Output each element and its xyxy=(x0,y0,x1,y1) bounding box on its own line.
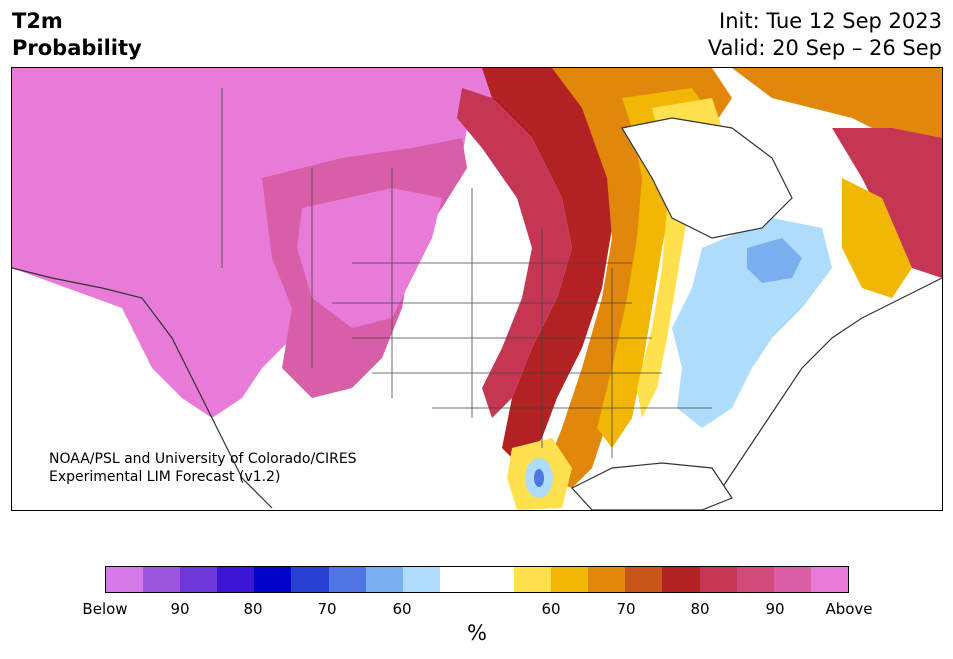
colorbar-swatch xyxy=(551,567,589,592)
valid-dates: Valid: 20 Sep – 26 Sep xyxy=(707,36,942,60)
colorbar-swatch xyxy=(476,567,515,592)
colorbar-label-90-above: 90 xyxy=(765,600,785,618)
colorbar-swatch xyxy=(662,567,700,592)
colorbar-unit: % xyxy=(467,621,487,645)
colorbar-swatch xyxy=(180,567,218,592)
colorbar-swatch xyxy=(402,567,440,592)
forecast-map xyxy=(11,67,943,511)
region-texas-cool-core xyxy=(534,469,544,487)
data-credit: NOAA/PSL and University of Colorado/CIRE… xyxy=(49,450,357,486)
colorbar-swatch xyxy=(810,567,848,592)
colorbar-swatch xyxy=(439,567,477,592)
colorbar-swatch xyxy=(736,567,774,592)
colorbar-label-60-above: 60 xyxy=(541,600,561,618)
init-date: Init: Tue 12 Sep 2023 xyxy=(719,9,942,33)
region-cool-mid xyxy=(747,238,802,283)
credit-line-1: NOAA/PSL and University of Colorado/CIRE… xyxy=(49,451,357,467)
forecast-dates: Init: Tue 12 Sep 2023 Valid: 20 Sep – 26… xyxy=(708,8,942,62)
colorbar xyxy=(105,566,849,593)
title-line-2: Probability xyxy=(12,36,142,60)
colorbar-swatch xyxy=(365,567,403,592)
colorbar-swatch xyxy=(514,567,552,592)
coastline-west xyxy=(12,267,273,509)
boundary-lines xyxy=(221,88,712,458)
colorbar-swatch xyxy=(699,567,737,592)
colorbar-label-90-below: 90 xyxy=(170,600,190,618)
colorbar-label-80-below: 80 xyxy=(243,600,263,618)
colorbar-label-above: Above xyxy=(825,600,873,618)
colorbar-swatch xyxy=(143,567,181,592)
colorbar-label-70-above: 70 xyxy=(616,600,636,618)
colorbar-swatch xyxy=(217,567,255,592)
region-east-canada-red xyxy=(832,128,942,278)
region-crimson-band xyxy=(457,88,572,418)
title-line-1: T2m xyxy=(12,9,63,33)
colorbar-swatch xyxy=(106,567,144,592)
region-yellow-band xyxy=(597,88,712,448)
colorbar-swatch xyxy=(254,567,292,592)
colorbar-label-60-below: 60 xyxy=(392,600,412,618)
map-canvas xyxy=(12,68,942,510)
colorbar-swatch xyxy=(773,567,811,592)
chart-title: T2m Probability xyxy=(12,8,142,62)
region-orange-band xyxy=(542,68,732,488)
region-east-yellow xyxy=(842,178,912,298)
credit-line-2: Experimental LIM Forecast (v1.2) xyxy=(49,469,281,485)
colorbar-label-80-above: 80 xyxy=(690,600,710,618)
colorbar-label-below: Below xyxy=(82,600,128,618)
region-above-high-inner xyxy=(297,188,442,328)
hudson-bay-outline xyxy=(621,117,793,239)
region-light-yellow-band xyxy=(637,98,722,418)
colorbar-swatch xyxy=(291,567,329,592)
coastline-east xyxy=(721,277,942,489)
colorbar-swatch xyxy=(588,567,626,592)
gulf-of-mexico xyxy=(571,462,733,510)
region-red-band xyxy=(482,68,612,468)
colorbar-swatch xyxy=(625,567,663,592)
colorbar-label-70-below: 70 xyxy=(317,600,337,618)
colorbar-swatch xyxy=(328,567,366,592)
